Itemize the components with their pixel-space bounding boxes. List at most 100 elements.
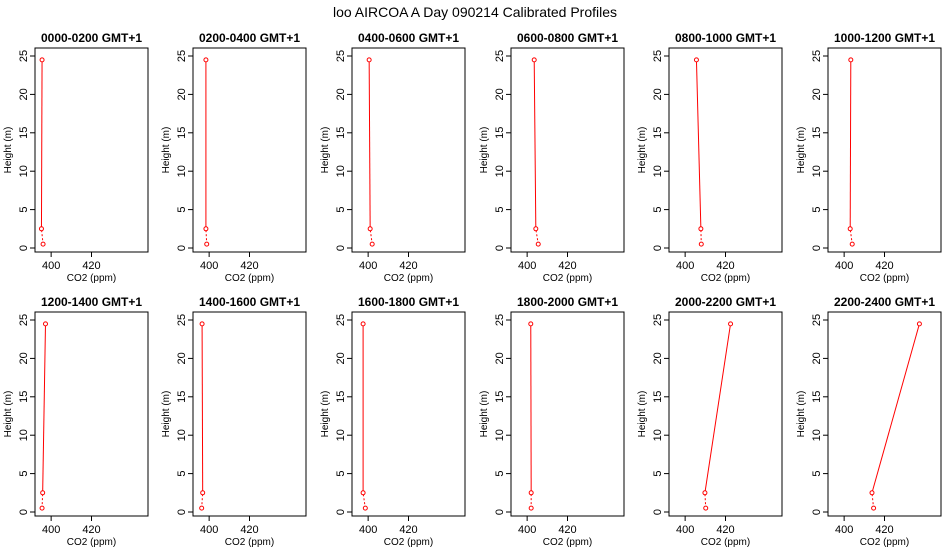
- panel-title: 1400-1600 GMT+1: [199, 295, 300, 309]
- panel-title: 1000-1200 GMT+1: [834, 31, 935, 45]
- y-tick-label: 0: [176, 245, 188, 251]
- panel-title: 0600-0800 GMT+1: [517, 31, 618, 45]
- plot-frame: [668, 47, 783, 253]
- y-tick-label: 5: [176, 207, 188, 213]
- data-point: [38, 226, 44, 232]
- x-tick-label: 420: [240, 524, 258, 536]
- x-tick-label: 420: [875, 524, 893, 536]
- x-tick-label: 400: [676, 524, 694, 536]
- plot-frame: [192, 47, 307, 253]
- y-axis-label: Height (m): [3, 391, 14, 438]
- profile-segment-upper: [695, 59, 702, 229]
- x-tick-label: 420: [716, 260, 734, 272]
- y-axis-label: Height (m): [479, 391, 490, 438]
- y-tick-label: 10: [18, 429, 30, 441]
- y-axis-label: Height (m): [3, 127, 14, 174]
- y-tick-label: 25: [176, 314, 188, 326]
- data-point: [200, 490, 206, 496]
- panel-title: 1800-2000 GMT+1: [517, 295, 618, 309]
- y-tick-label: 25: [18, 314, 30, 326]
- x-axis-label: CO2 (ppm): [701, 273, 750, 284]
- y-tick-label: 10: [18, 165, 30, 177]
- profile-segment-upper: [42, 323, 46, 493]
- profile-segment-lower: [205, 228, 208, 245]
- data-point: [360, 490, 366, 496]
- x-tick-label: 420: [716, 524, 734, 536]
- profile-segment-upper: [849, 59, 852, 229]
- y-axis-label: Height (m): [796, 127, 807, 174]
- x-tick-label: 420: [558, 524, 576, 536]
- data-point: [39, 57, 45, 63]
- x-axis-label: CO2 (ppm): [384, 537, 433, 548]
- y-tick-label: 20: [494, 352, 506, 364]
- data-point: [698, 241, 704, 247]
- profile-segment-lower: [704, 492, 707, 509]
- x-axis-label: CO2 (ppm): [860, 537, 909, 548]
- y-tick-label: 10: [176, 429, 188, 441]
- panel-title: 0400-0600 GMT+1: [358, 31, 459, 45]
- profile-segment-upper: [533, 59, 537, 229]
- y-tick-label: 15: [335, 127, 347, 139]
- y-tick-label: 10: [494, 429, 506, 441]
- y-tick-label: 15: [18, 391, 30, 403]
- x-tick-label: 400: [200, 524, 218, 536]
- data-point: [367, 226, 373, 232]
- y-tick-label: 5: [494, 207, 506, 213]
- panel-title: 1200-1400 GMT+1: [41, 295, 142, 309]
- panel-title: 0800-1000 GMT+1: [675, 31, 776, 45]
- x-tick-label: 400: [359, 524, 377, 536]
- y-tick-label: 25: [494, 314, 506, 326]
- y-tick-label: 0: [18, 509, 30, 515]
- data-point: [42, 321, 48, 327]
- x-tick-label: 400: [835, 524, 853, 536]
- y-tick-label: 10: [176, 165, 188, 177]
- data-point: [849, 241, 855, 247]
- panel-title: 0000-0200 GMT+1: [41, 31, 142, 45]
- profile-segment-lower: [40, 228, 44, 245]
- y-tick-label: 20: [335, 88, 347, 100]
- plot-frame: [510, 47, 625, 253]
- y-tick-label: 20: [811, 352, 823, 364]
- profile-segment-lower: [201, 492, 204, 509]
- x-axis-label: CO2 (ppm): [543, 273, 592, 284]
- data-point: [528, 505, 534, 511]
- x-axis-label: CO2 (ppm): [67, 273, 116, 284]
- y-tick-label: 15: [176, 391, 188, 403]
- data-point: [693, 57, 699, 63]
- x-axis-label: CO2 (ppm): [384, 273, 433, 284]
- data-point: [369, 241, 375, 247]
- y-tick-label: 10: [811, 429, 823, 441]
- y-tick-label: 25: [652, 314, 664, 326]
- plot-frame: [192, 311, 307, 517]
- y-axis-label: Height (m): [637, 127, 648, 174]
- data-point: [362, 505, 368, 511]
- y-tick-label: 20: [176, 352, 188, 364]
- profile-segment-lower: [362, 492, 366, 509]
- y-axis-label: Height (m): [320, 391, 331, 438]
- x-axis-label: CO2 (ppm): [543, 537, 592, 548]
- y-tick-label: 25: [176, 50, 188, 62]
- data-point: [535, 241, 541, 247]
- y-tick-label: 10: [494, 165, 506, 177]
- panel-title: 2200-2400 GMT+1: [834, 295, 935, 309]
- y-tick-label: 25: [494, 50, 506, 62]
- y-tick-label: 25: [652, 50, 664, 62]
- x-tick-label: 420: [399, 260, 417, 272]
- panel-title: 2000-2200 GMT+1: [675, 295, 776, 309]
- x-axis-label: CO2 (ppm): [860, 273, 909, 284]
- y-tick-label: 25: [335, 50, 347, 62]
- y-tick-label: 15: [494, 127, 506, 139]
- profile-segment-upper: [40, 59, 43, 229]
- y-tick-label: 0: [652, 509, 664, 515]
- data-point: [916, 321, 922, 327]
- x-tick-label: 420: [399, 524, 417, 536]
- data-point: [39, 505, 45, 511]
- profile-segment-lower: [369, 228, 373, 245]
